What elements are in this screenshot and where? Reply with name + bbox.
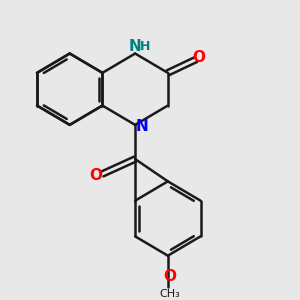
Text: N: N (129, 39, 142, 54)
Text: O: O (164, 269, 177, 284)
Text: H: H (140, 40, 151, 52)
Text: N: N (135, 119, 148, 134)
Text: CH₃: CH₃ (160, 289, 181, 299)
Text: O: O (193, 50, 206, 65)
Text: O: O (89, 168, 102, 183)
